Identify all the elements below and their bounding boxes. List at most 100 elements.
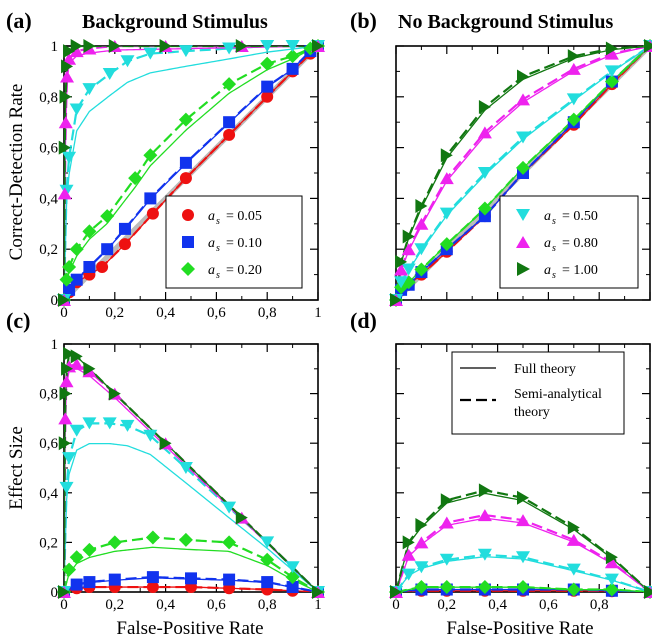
series-line-semi <box>396 46 650 300</box>
data-point <box>118 238 131 251</box>
data-point <box>61 59 74 74</box>
data-point <box>60 70 75 83</box>
data-point <box>143 47 158 60</box>
legend-a-label: a <box>208 263 215 278</box>
data-point <box>260 536 275 549</box>
legend-marker-diamond <box>181 262 195 276</box>
legend-full-theory: Full theory <box>514 362 576 377</box>
x-tick-label: 0,6 <box>207 597 226 613</box>
data-point <box>567 520 580 535</box>
y-tick-label: 0 <box>51 585 59 601</box>
data-point <box>439 237 454 252</box>
data-point <box>83 361 96 376</box>
x-tick-label: 0,4 <box>488 597 507 613</box>
data-point <box>82 417 97 430</box>
plot-panel-c: 0 0,2 0,4 0,6 0,8 1 0 0,2 0,4 0,6 0,8 1 <box>39 337 325 613</box>
x-tick-label: 0 <box>60 597 68 613</box>
data-point <box>222 535 237 550</box>
data-point <box>96 260 109 273</box>
panel-label-a: (a) <box>6 8 32 33</box>
series-line-full <box>64 46 318 300</box>
legend-b-label: a <box>544 263 551 278</box>
x-tick-label: 0,8 <box>590 597 609 613</box>
data-point <box>185 572 197 585</box>
series-line-semi <box>396 514 650 592</box>
data-point <box>261 576 274 589</box>
legend-panel-b: a s = 0.50 a s = 0.80 a s = 1.00 <box>499 195 639 289</box>
data-point <box>62 562 77 577</box>
data-point <box>566 582 581 597</box>
data-point <box>566 563 581 576</box>
y-tick-label: 1 <box>51 39 59 55</box>
data-point <box>222 501 237 514</box>
legend-semi-line1: Semi-analytical <box>514 387 602 402</box>
data-point <box>82 83 97 96</box>
data-point <box>59 272 74 287</box>
panel-label-c: (c) <box>6 308 30 333</box>
data-point <box>145 530 160 545</box>
data-point <box>567 49 580 64</box>
data-point <box>178 532 193 547</box>
x-tick-label: 0 <box>60 305 68 321</box>
data-point <box>62 259 77 274</box>
data-point <box>58 293 70 307</box>
x-tick-label: 0,6 <box>207 305 226 321</box>
data-point <box>440 493 453 508</box>
legend-marker-triangle-down <box>516 209 530 221</box>
data-point <box>516 580 530 595</box>
series-line-semi <box>396 553 650 592</box>
data-point <box>128 171 143 186</box>
data-point <box>58 412 73 425</box>
legend-a-label: a <box>208 209 215 224</box>
data-point <box>107 535 122 550</box>
legend-a-value: = 0.20 <box>226 263 262 278</box>
legend-panel-d: Full theory Semi-analytical theory <box>451 351 625 435</box>
data-point <box>62 151 77 164</box>
data-point <box>439 172 454 185</box>
data-point <box>312 585 324 599</box>
data-point <box>605 550 618 565</box>
plot-panel-b <box>389 39 652 307</box>
legend-b-sub: s <box>552 216 556 227</box>
series-line-semi <box>64 362 318 592</box>
data-point <box>566 112 581 127</box>
data-point <box>478 483 491 498</box>
data-point <box>69 45 84 58</box>
legend-a-sub: s <box>216 216 220 227</box>
data-point <box>100 209 115 224</box>
data-point <box>260 552 275 567</box>
data-point <box>69 357 84 370</box>
plot-panel-a: 0 0,2 0,4 0,6 0,8 1 0 0,2 0,4 0,6 0,8 1 <box>39 39 325 321</box>
data-point <box>58 140 71 155</box>
legend-b-value: = 0.80 <box>562 236 598 251</box>
data-point <box>285 49 300 64</box>
data-point <box>477 509 492 522</box>
data-point <box>517 69 529 84</box>
data-point <box>120 419 135 432</box>
data-point <box>516 93 530 106</box>
panel-label-b: (b) <box>350 8 377 33</box>
data-point <box>159 39 172 53</box>
series-line-semi <box>396 46 650 300</box>
data-point <box>439 516 454 529</box>
data-point <box>83 39 96 53</box>
data-point <box>58 585 70 599</box>
panel-a-title: Background Stimulus <box>82 11 268 33</box>
data-point <box>439 207 454 220</box>
data-point <box>58 116 73 129</box>
data-point <box>69 550 84 565</box>
legend-semi-line2: theory <box>514 405 550 420</box>
data-point <box>118 222 131 235</box>
data-point <box>402 535 415 550</box>
legend-b-value: = 1.00 <box>562 263 598 278</box>
data-point <box>83 260 96 273</box>
x-tick-label: 0,8 <box>258 597 277 613</box>
data-point <box>312 39 324 53</box>
data-point <box>477 167 492 179</box>
data-point <box>414 217 429 230</box>
legend-b-label: a <box>544 209 551 224</box>
data-point <box>644 585 652 599</box>
data-point <box>102 67 117 80</box>
panel-label-d: (d) <box>350 308 377 333</box>
data-point <box>178 45 193 58</box>
